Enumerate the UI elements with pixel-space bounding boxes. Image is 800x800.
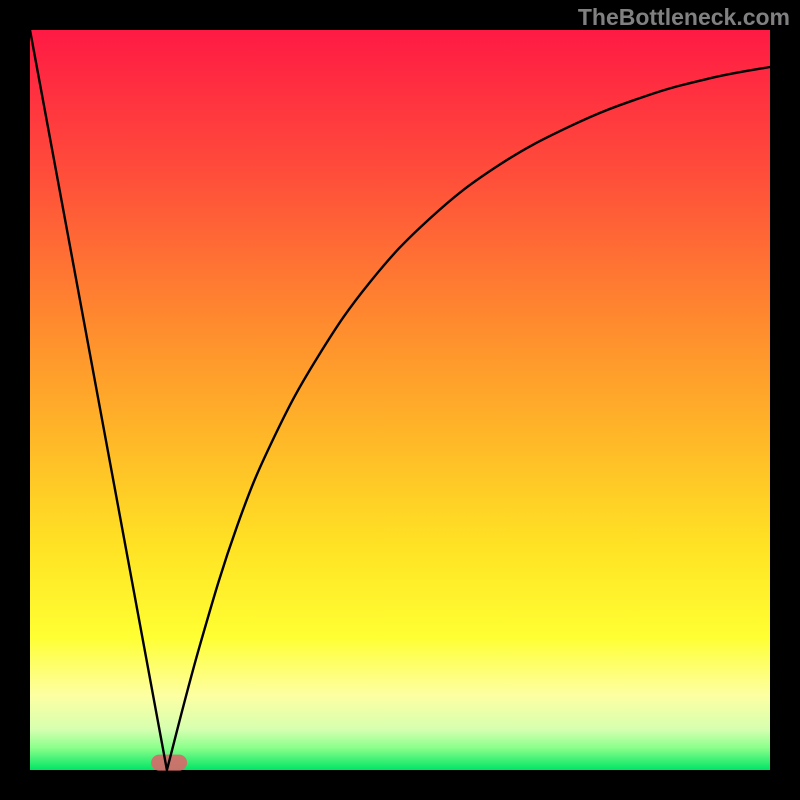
bottleneck-chart [0,0,800,800]
watermark-text: TheBottleneck.com [578,4,790,31]
plot-background [30,30,770,770]
